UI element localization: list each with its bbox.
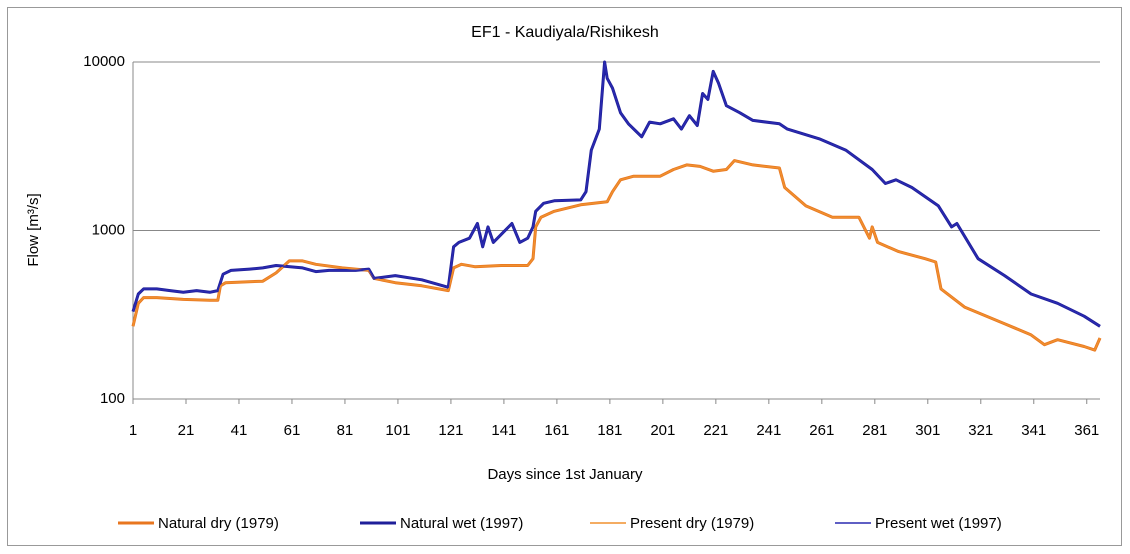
x-tick-label: 221 — [703, 422, 728, 439]
x-tick-label: 41 — [231, 422, 248, 439]
y-tick-label: 1000 — [92, 221, 125, 238]
chart-title: EF1 - Kaudiyala/Rishikesh — [471, 24, 659, 41]
y-tick-label: 10000 — [83, 53, 125, 70]
x-tick-label: 21 — [178, 422, 195, 439]
x-tick-label: 1 — [129, 422, 137, 439]
legend-label: Natural wet (1997) — [400, 515, 523, 532]
x-tick-label: 121 — [438, 422, 463, 439]
chart-frame — [7, 7, 1122, 546]
legend-label: Present wet (1997) — [875, 515, 1002, 532]
x-tick-label: 341 — [1021, 422, 1046, 439]
x-tick-label: 181 — [597, 422, 622, 439]
legend-label: Present dry (1979) — [630, 515, 754, 532]
x-tick-label: 141 — [491, 422, 516, 439]
legend-label: Natural dry (1979) — [158, 515, 279, 532]
x-tick-label: 321 — [968, 422, 993, 439]
y-tick-label: 100 — [100, 390, 125, 407]
x-axis-label: Days since 1st January — [487, 466, 643, 483]
x-tick-label: 81 — [337, 422, 354, 439]
series-line — [132, 159, 1101, 351]
x-tick-label: 161 — [544, 422, 569, 439]
x-tick-label: 61 — [284, 422, 301, 439]
x-tick-label: 201 — [650, 422, 675, 439]
series-line — [132, 61, 1101, 327]
x-tick-label: 281 — [862, 422, 887, 439]
x-tick-label: 261 — [809, 422, 834, 439]
x-tick-label: 241 — [756, 422, 781, 439]
y-axis-label: Flow [m³/s] — [25, 193, 42, 266]
x-tick-label: 361 — [1074, 422, 1099, 439]
x-tick-label: 301 — [915, 422, 940, 439]
x-tick-label: 101 — [385, 422, 410, 439]
